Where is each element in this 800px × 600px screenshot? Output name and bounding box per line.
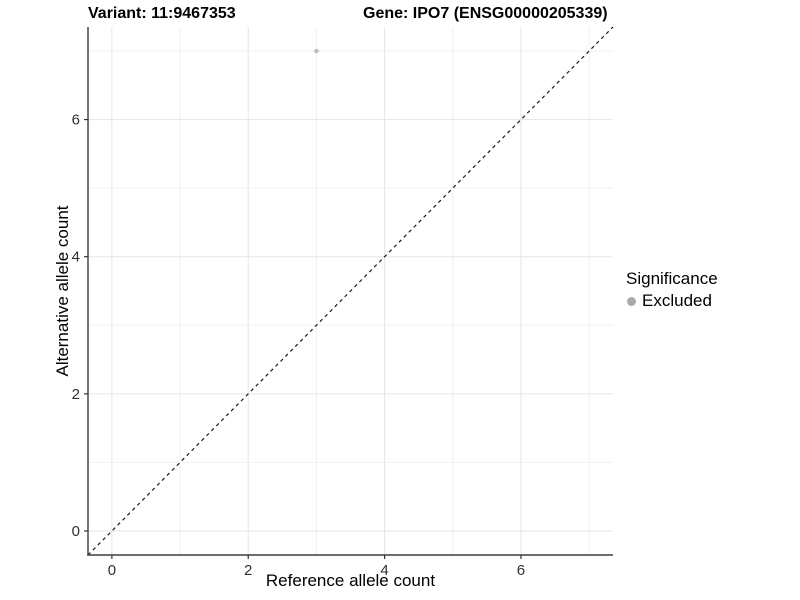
y-tick-label: 2 (72, 386, 80, 403)
gene-title: Gene: IPO7 (ENSG00000205339) (363, 5, 608, 22)
variant-title: Variant: 11:9467353 (88, 5, 236, 22)
y-tick-label: 0 (72, 523, 80, 540)
x-tick-label: 2 (244, 562, 252, 579)
legend-item-label: Excluded (642, 291, 712, 310)
identity-line (87, 26, 614, 556)
x-tick-label: 0 (108, 562, 116, 579)
legend-item-excluded: Excluded (626, 291, 718, 311)
x-axis-label: Reference allele count (265, 571, 436, 590)
legend-title: Significance (626, 269, 718, 288)
y-tick-label: 4 (72, 249, 80, 266)
x-tick-label: 4 (380, 562, 388, 579)
data-point (314, 48, 319, 54)
x-tick-label: 6 (517, 562, 525, 579)
y-axis-label: Alternative allele count (53, 205, 72, 377)
legend: Significance Excluded (626, 269, 718, 311)
legend-key-point-icon (627, 296, 636, 306)
y-tick-label: 6 (72, 112, 80, 129)
